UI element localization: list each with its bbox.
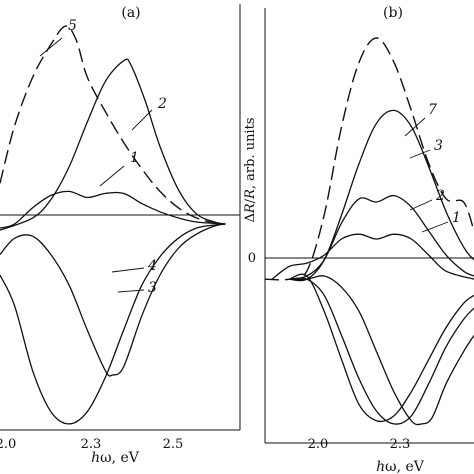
panel-a-x-ticks: 2.0 2.3 2.5: [0, 437, 183, 452]
panel-b-x-tick: 2.3: [390, 437, 411, 452]
panel-b-y-label: ΔR/R, arb. units: [243, 118, 258, 223]
panel-b-y-tick-0: 0: [248, 251, 256, 266]
panel-b-series-7: [264, 37, 474, 281]
panel-a-x-label: hω, eV: [91, 450, 140, 466]
panel-b-series-1: [271, 233, 474, 280]
panel-b-leader-line: [409, 149, 431, 159]
panel-a-series-2: [0, 58, 226, 231]
panel-a-label: (a): [121, 5, 140, 21]
panel-a-leader-line: [39, 37, 63, 57]
panel-b-series-2: [289, 194, 474, 280]
panel-b-x-tick: 2.0: [308, 437, 329, 452]
panel-b-curve-label: 3: [434, 138, 443, 154]
panel-a-series-1: [0, 190, 226, 229]
panel-b-leader-line: [421, 221, 449, 233]
panel-a-leader-line: [99, 165, 125, 187]
panel-b-leader-line: [404, 117, 426, 137]
panel-b-curve-label: 7: [428, 102, 437, 118]
panel-b-x-label: hω, eV: [376, 459, 425, 474]
panel-a-x-tick: 2.3: [81, 437, 102, 452]
panel-a-curve-label: 3: [148, 280, 157, 296]
panel-a: (a) 2.0 2.3 2.5 hω, eV 5 2 1 4 3: [0, 4, 241, 466]
panel-b-leader-line: [409, 199, 433, 211]
panel-b-curve-label: 1: [452, 210, 461, 226]
panel-a-leader-line: [117, 289, 145, 293]
panel-a-series-4: [0, 223, 226, 377]
panel-b-curve-labels: 7 3 21: [404, 102, 461, 233]
panel-b: (b) 0 ΔR/R, arb. units 2.0 2.3 hω, eV 7 3 2…: [243, 5, 474, 474]
panel-a-curve-label: 2: [157, 96, 167, 112]
panel-b-curve-label: 2: [435, 188, 445, 204]
panel-b-series-unlabeled-6: [289, 275, 474, 426]
panel-a-series-5: [0, 25, 226, 225]
panel-a-curve-label: 5: [68, 18, 77, 34]
panel-a-curve-label: 4: [147, 258, 157, 274]
panel-b-series-unlabeled-4: [289, 273, 474, 423]
panel-a-leader-line: [111, 267, 145, 273]
panel-b-x-ticks: 2.0 2.3: [308, 437, 411, 452]
panel-a-leader-line: [131, 109, 153, 131]
panel-a-curves: [0, 25, 226, 425]
panel-b-label: (b): [383, 5, 403, 21]
panel-a-series-3: [0, 223, 226, 425]
panel-a-x-tick: 2.0: [0, 437, 16, 452]
panel-b-curves: [264, 37, 474, 426]
panel-a-curve-label: 1: [130, 150, 139, 166]
panel-b-series-unlabeled-5: [289, 277, 474, 425]
panel-a-x-tick: 2.5: [163, 437, 184, 452]
panel-a-curve-labels: 5 2 1 4 3: [39, 18, 167, 296]
